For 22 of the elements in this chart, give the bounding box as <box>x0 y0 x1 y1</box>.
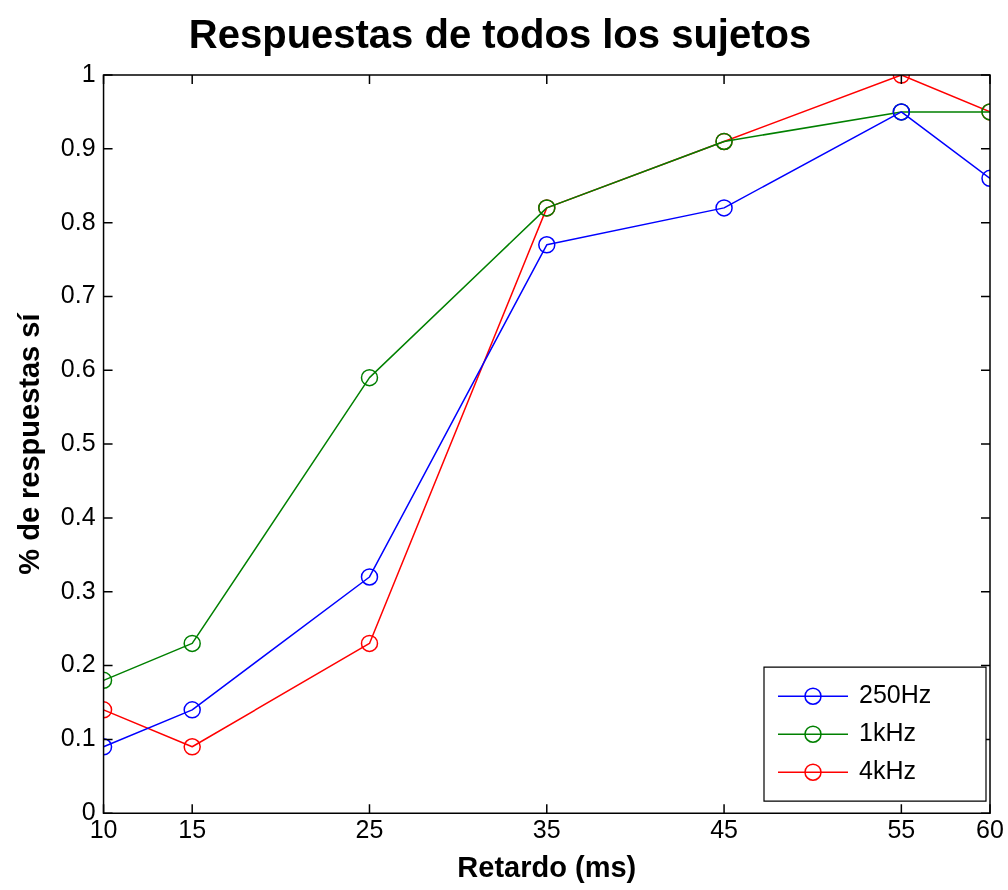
x-tick-label: 25 <box>355 815 384 844</box>
y-tick-label: 1 <box>81 58 96 87</box>
legend-label: 4kHz <box>859 756 916 785</box>
legend-label: 1kHz <box>859 718 916 747</box>
y-tick-label: 0.6 <box>60 354 96 383</box>
x-tick-label: 15 <box>178 815 207 844</box>
y-tick-label: 0.9 <box>60 132 96 161</box>
x-tick-label: 55 <box>887 815 916 844</box>
y-axis-title: % de respuestas sí <box>13 312 46 575</box>
x-tick-label: 60 <box>976 815 1004 844</box>
y-tick-label: 0.4 <box>60 501 96 530</box>
x-tick-label: 35 <box>532 815 561 844</box>
x-axis-title: Retardo (ms) <box>457 850 637 883</box>
y-tick-label: 0.8 <box>60 206 96 235</box>
x-tick-label: 45 <box>710 815 738 844</box>
y-tick-label: 0.1 <box>60 723 96 752</box>
y-tick-label: 0.7 <box>60 280 96 309</box>
y-tick-label: 0.5 <box>60 427 96 456</box>
chart-title: Respuestas de todos los sujetos <box>188 12 812 57</box>
y-tick-label: 0.3 <box>60 575 96 604</box>
y-tick-label: 0.2 <box>60 649 96 678</box>
legend-label: 250Hz <box>859 680 932 709</box>
